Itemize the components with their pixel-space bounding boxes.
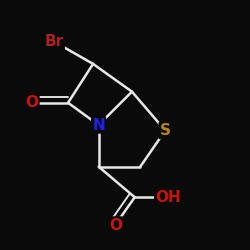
Text: OH: OH <box>155 190 181 205</box>
Text: N: N <box>92 118 105 132</box>
Text: O: O <box>26 95 38 110</box>
Text: S: S <box>160 123 171 138</box>
Text: Br: Br <box>44 34 64 49</box>
Text: O: O <box>109 218 122 232</box>
